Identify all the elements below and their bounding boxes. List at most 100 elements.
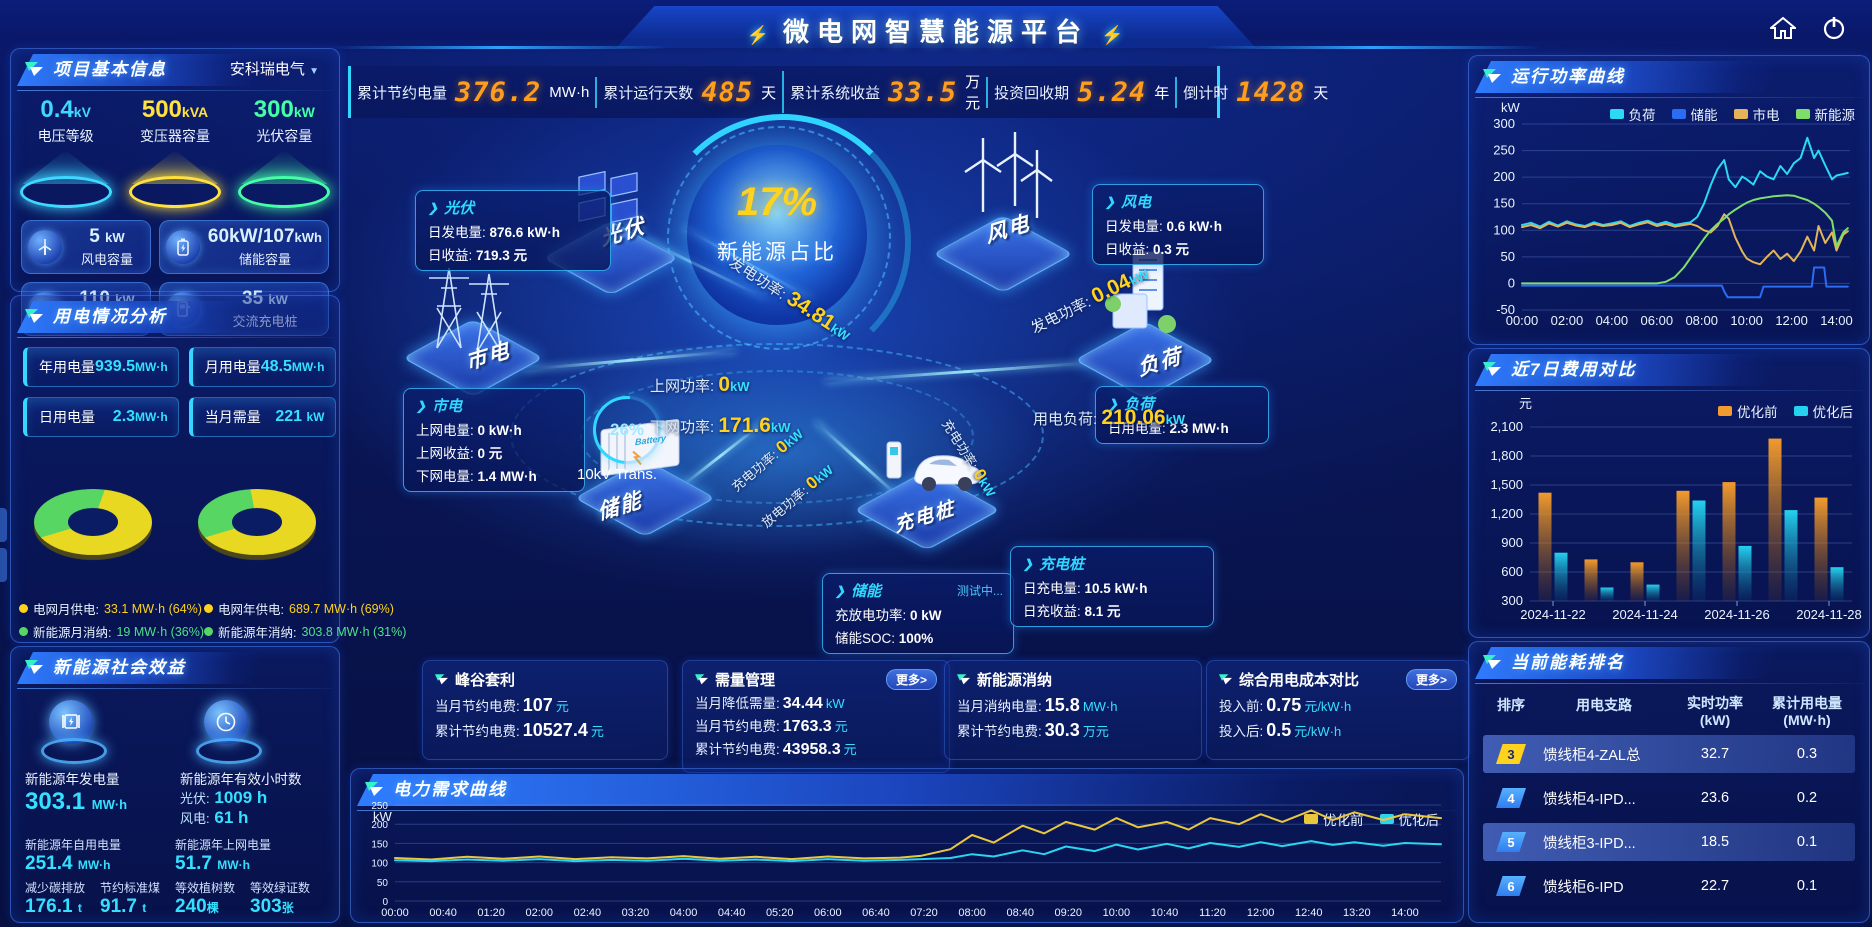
col-branch: 用电支路 xyxy=(1576,697,1632,713)
arrow-icon: ❯ xyxy=(1105,194,1116,209)
legend-item[interactable]: 优化后 xyxy=(1793,401,1853,421)
strategy-renewable-consumption: 新能源消纳 当月消纳电量: 15.8 MW·h 累计节约电费: 30.3 万元 xyxy=(944,660,1202,760)
rank-badge: 4 xyxy=(1496,788,1526,808)
power-curve-chart: -50 0 50 100 150 200 250 300 00:00 02:00 04:00 06:0… xyxy=(1493,116,1852,328)
panel-header: 新能源社会效益 xyxy=(17,652,333,689)
legend-item[interactable]: 市电 xyxy=(1733,104,1780,124)
corner-icon xyxy=(25,62,43,76)
legend-item[interactable]: 负荷 xyxy=(1609,104,1656,124)
svg-text:10:00: 10:00 xyxy=(1103,907,1131,919)
clock-icon xyxy=(194,700,262,764)
table-row[interactable]: 4 馈线柜4-IPD... 23.6 0.2 xyxy=(1483,779,1855,817)
svg-text:100: 100 xyxy=(1493,222,1515,237)
svg-text:07:20: 07:20 xyxy=(910,907,938,919)
legend-item[interactable]: 优化前 xyxy=(1718,401,1778,421)
transformer-label: 10kV Trans. xyxy=(577,466,658,483)
rank-badge: 6 xyxy=(1496,876,1526,896)
header-decoration-left xyxy=(330,46,670,49)
panel-title: 近7日费用对比 xyxy=(1511,360,1637,379)
svg-text:200: 200 xyxy=(1493,169,1515,184)
svg-text:02:00: 02:00 xyxy=(1551,313,1584,328)
benefit-generation: 新能源年发电量 303.1 MW·h xyxy=(25,694,170,828)
svg-text:08:00: 08:00 xyxy=(958,907,986,919)
legend-swatch xyxy=(1304,814,1318,824)
svg-text:00:40: 00:40 xyxy=(429,907,457,919)
renewable-percentage-label: 新能源占比 xyxy=(717,241,837,264)
donut-month-supply xyxy=(34,489,152,555)
corner-icon xyxy=(1483,362,1501,376)
ranking-table: 排序 用电支路 实时功率 (kW) 累计用电量 (MW·h) 3 馈线柜4-ZAL总… xyxy=(1483,695,1855,905)
panel-title: 用电情况分析 xyxy=(53,307,167,326)
power-icon[interactable] xyxy=(1822,16,1846,40)
spotlight-pv-capacity: 300kW 光伏容量 xyxy=(234,96,334,208)
svg-text:12:40: 12:40 xyxy=(1295,907,1323,919)
light-cone xyxy=(241,150,328,184)
legend-swatch xyxy=(1718,406,1732,416)
corner-icon xyxy=(1483,69,1501,83)
strategy-title: 峰谷套利 xyxy=(455,672,516,689)
panel-header: 用电情况分析 xyxy=(17,301,333,338)
panel-usage-analysis: 用电情况分析 年用电量 939.5MW·h 月用电量 48.5MW·h 日用电量… xyxy=(10,295,406,643)
light-cone xyxy=(131,150,218,184)
kpi-label: 倒计时 xyxy=(1183,84,1229,102)
stat-month-usage: 月用电量 48.5MW·h xyxy=(188,347,336,387)
panel-energy-ranking: 当前能耗排名 排序 用电支路 实时功率 (kW) 累计用电量 (MW·h) 3 馈线… xyxy=(1468,641,1870,923)
chevron-down-icon: ▼ xyxy=(309,66,319,77)
kpi-value: 33.5 xyxy=(888,76,958,108)
table-row[interactable]: 5 馈线柜3-IPD... 18.5 0.1 xyxy=(1483,823,1855,861)
energy-flow-diagram: 17% 新能源占比 光伏 风电 xyxy=(345,114,1467,658)
company-dropdown[interactable]: 安科瑞电气 ▼ xyxy=(230,54,319,88)
donut-year-supply xyxy=(198,489,316,555)
corner-icon xyxy=(25,660,43,674)
benefit-trees: 等效植树数 240棵 xyxy=(175,881,236,917)
svg-text:06:00: 06:00 xyxy=(1641,313,1674,328)
svg-text:0: 0 xyxy=(382,897,388,908)
benefit-self-use: 新能源年自用电量 251.4 MW·h xyxy=(25,838,122,874)
generation-icon xyxy=(39,700,107,764)
svg-text:08:40: 08:40 xyxy=(1006,907,1034,919)
more-button[interactable]: 更多> xyxy=(1405,669,1457,690)
table-row[interactable]: 3 馈线柜4-ZAL总 32.7 0.3 xyxy=(1483,735,1855,773)
edge-tab[interactable] xyxy=(0,508,7,542)
spotlight-voltage: 0.4kV 电压等级 xyxy=(16,96,116,208)
kpi-run-days: 累计运行天数 485 天 xyxy=(595,76,782,108)
legend-swatch xyxy=(1733,109,1748,119)
svg-text:250: 250 xyxy=(1493,143,1515,158)
glow-ring xyxy=(238,176,331,208)
storage-info-box: ❯ 储能 测试中... 充放电功率: 0 kW 储能SOC: 100% xyxy=(822,573,1014,654)
svg-text:10:40: 10:40 xyxy=(1151,907,1179,919)
legend-item[interactable]: 新能源 xyxy=(1795,104,1855,124)
edge-tab[interactable] xyxy=(0,548,7,582)
panel-cost-compare: 近7日费用对比 元 优化前 优化后 300 600 900 1,200 1,500 1,8… xyxy=(1468,348,1870,638)
title-plate xyxy=(616,6,1256,48)
bolt-icon: ⚡ xyxy=(746,25,771,45)
strategy-title: 新能源消纳 xyxy=(977,672,1053,689)
col-power: 实时功率 (kW) xyxy=(1687,695,1743,728)
svg-text:13:20: 13:20 xyxy=(1343,907,1371,919)
legend-item[interactable]: 储能 xyxy=(1671,104,1718,124)
corner-icon xyxy=(365,782,383,796)
cost-compare-chart: 300 600 900 1,200 1,500 1,800 2,100 2024-11-22 2… xyxy=(1490,419,1861,622)
usage-donuts xyxy=(11,463,339,581)
table-row[interactable]: 6 馈线柜6-IPD 22.7 0.1 xyxy=(1483,867,1855,905)
corner-icon xyxy=(435,673,448,684)
flow-grid-down: 下网功率: 171.6kW xyxy=(650,414,791,437)
panel-title: 电力需求曲线 xyxy=(393,780,507,799)
svg-text:02:40: 02:40 xyxy=(574,907,602,919)
benefit-co2: 减少碳排放 176.1 t xyxy=(25,881,86,917)
svg-text:12:00: 12:00 xyxy=(1775,313,1808,328)
flow-grid-up: 上网功率: 0kW xyxy=(650,373,750,396)
strategy-title: 综合用电成本对比 xyxy=(1239,672,1360,689)
glow-ring xyxy=(128,176,221,208)
svg-text:02:00: 02:00 xyxy=(526,907,554,919)
legend-dot xyxy=(204,627,214,636)
svg-text:09:20: 09:20 xyxy=(1054,907,1082,919)
svg-text:04:00: 04:00 xyxy=(1596,313,1629,328)
legend-item[interactable]: 优化前 xyxy=(1304,809,1364,829)
kpi-saved-energy: 累计节约电量 376.2 MW·h xyxy=(351,77,595,108)
more-button[interactable]: 更多> xyxy=(885,669,937,690)
home-icon[interactable] xyxy=(1770,16,1796,40)
grid-info-box: ❯ 市电 上网电量: 0 kW·h 上网收益: 0 元 下网电量: 1.4 MW·… xyxy=(403,388,585,492)
kpi-label: 累计系统收益 xyxy=(790,84,881,102)
kpi-label: 投资回收期 xyxy=(994,84,1070,102)
